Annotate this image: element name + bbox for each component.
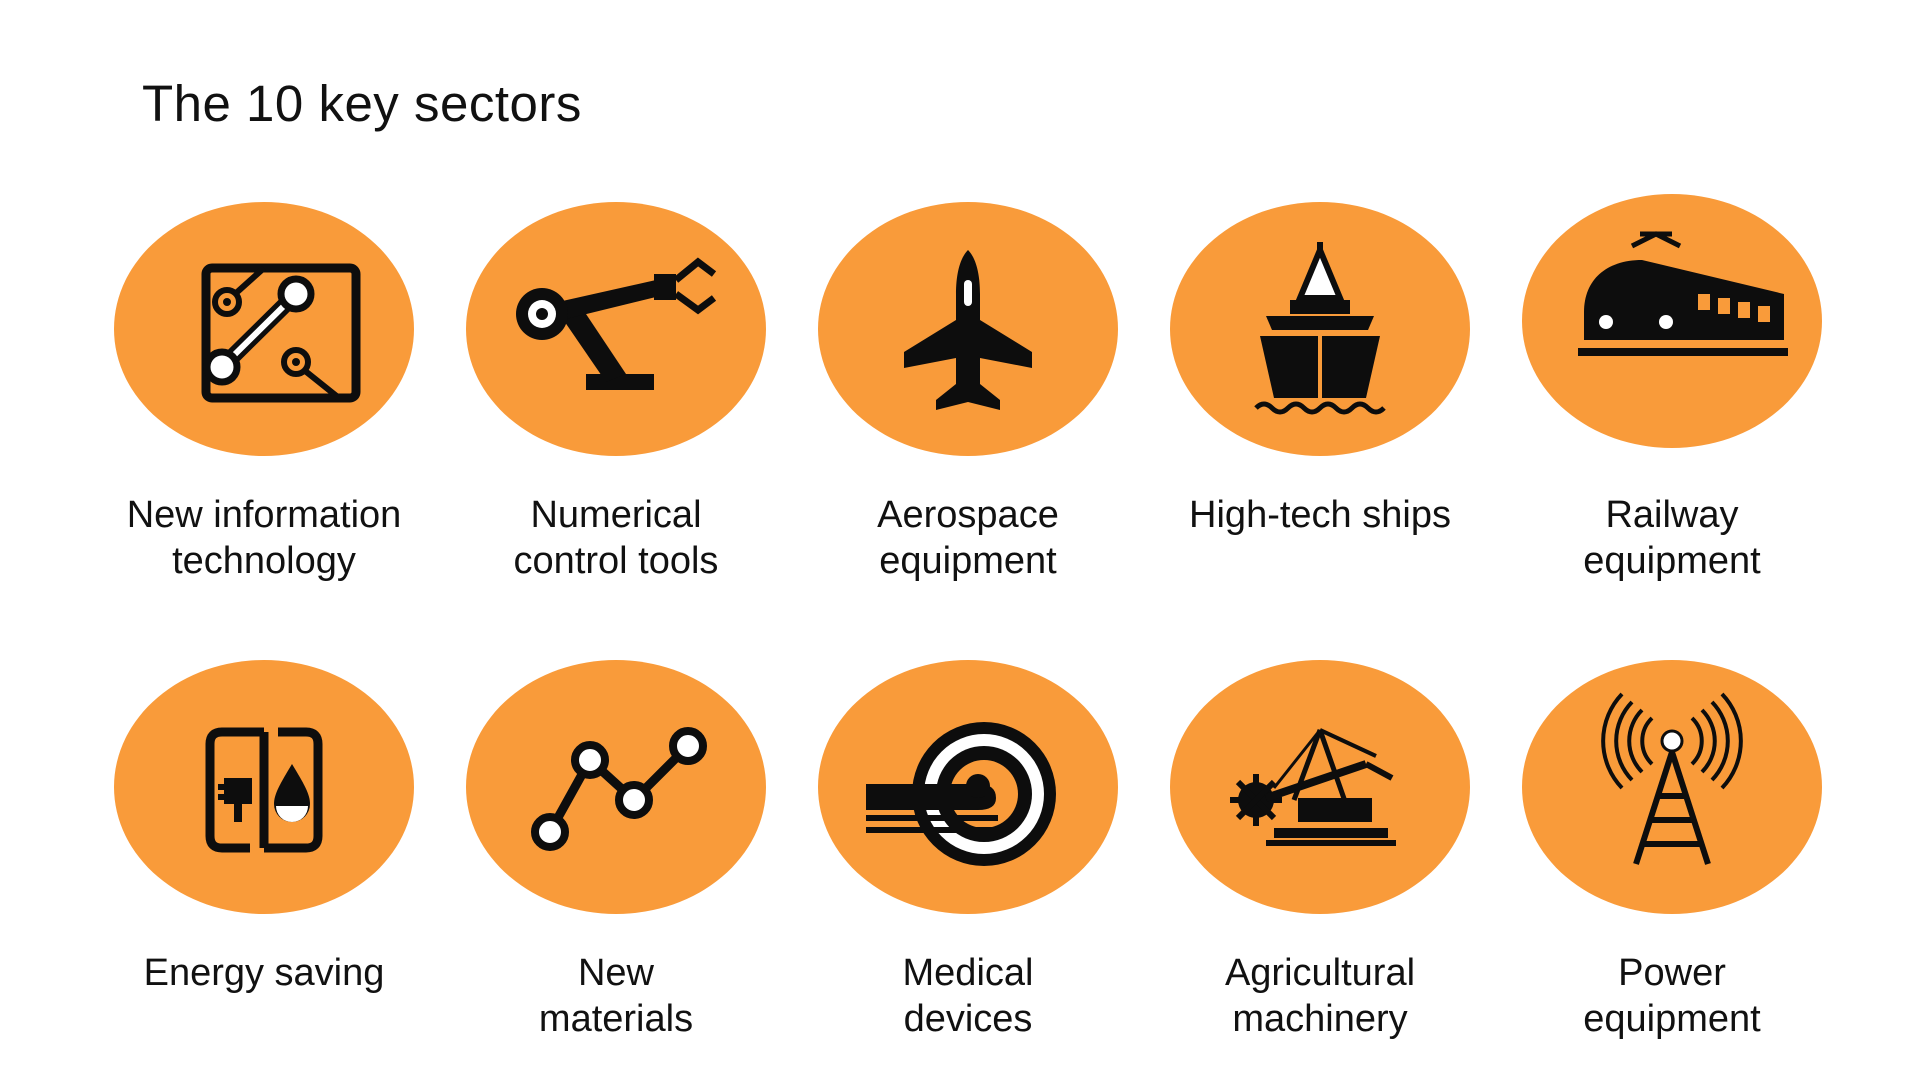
sector-disc bbox=[114, 660, 414, 914]
sector-disc bbox=[1170, 660, 1470, 914]
sector-label: New materials bbox=[538, 952, 694, 1040]
sector-label: Agricultural machinery bbox=[1224, 952, 1416, 1040]
sector-disc bbox=[466, 660, 766, 914]
sector-disc bbox=[114, 202, 414, 456]
bucket-wheel-excavator-icon bbox=[1230, 728, 1396, 846]
robot-arm-icon bbox=[516, 257, 717, 390]
train-icon bbox=[1578, 231, 1788, 356]
sector-label: New information technology bbox=[126, 494, 402, 582]
sector-label: Power equipment bbox=[1583, 952, 1761, 1040]
sector-disc bbox=[818, 660, 1118, 914]
sector-disc bbox=[466, 202, 766, 456]
sector-label: Energy saving bbox=[143, 952, 385, 994]
circuit-board-icon bbox=[201, 263, 361, 403]
fighter-jet-icon bbox=[904, 250, 1032, 410]
ship-icon bbox=[1254, 242, 1386, 415]
sector-disc bbox=[818, 202, 1118, 456]
sector-label: Numerical control tools bbox=[513, 494, 719, 582]
plug-and-drop-icon bbox=[205, 727, 323, 853]
molecule-graph-icon bbox=[531, 727, 707, 851]
mri-scanner-icon bbox=[866, 722, 1056, 866]
sector-label: High-tech ships bbox=[1189, 494, 1451, 536]
transmission-tower-icon bbox=[1601, 692, 1743, 865]
sector-label: Railway equipment bbox=[1583, 494, 1761, 582]
sector-disc bbox=[1522, 660, 1822, 914]
sector-label: Medical devices bbox=[902, 952, 1034, 1040]
sector-label: Aerospace equipment bbox=[877, 494, 1059, 582]
sector-disc bbox=[1170, 202, 1470, 456]
page-title: The 10 key sectors bbox=[142, 75, 582, 132]
sector-disc bbox=[1522, 194, 1822, 448]
